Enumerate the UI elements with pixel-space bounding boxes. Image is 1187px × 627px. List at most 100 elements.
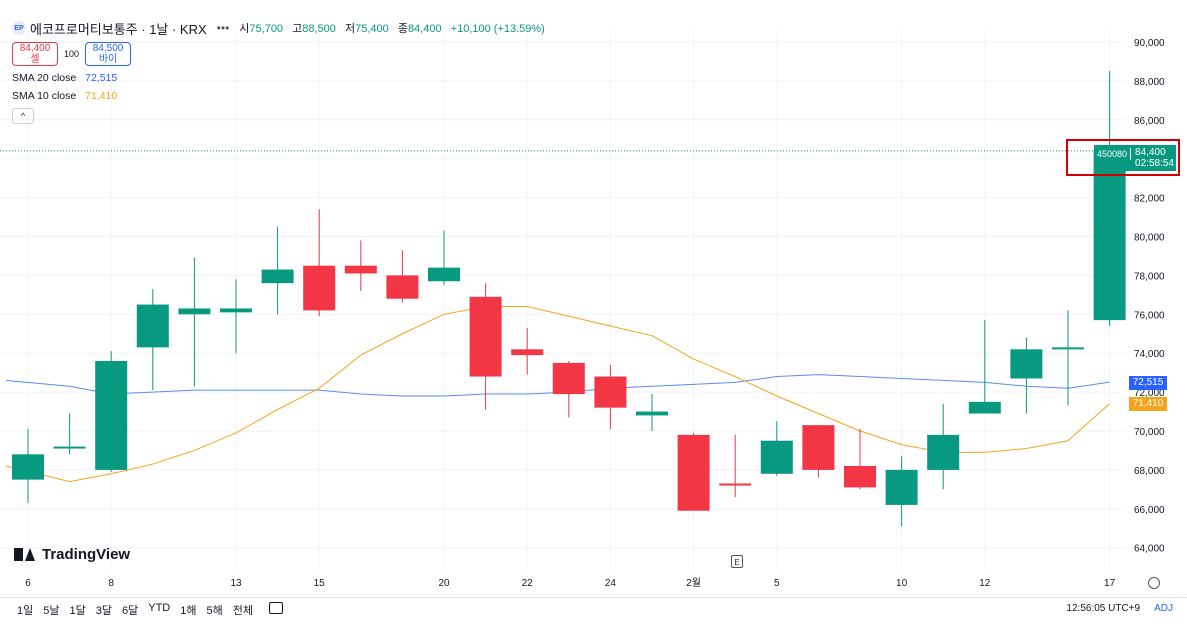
more-options-icon[interactable]: ••• [216,21,230,35]
adjust-button[interactable]: ADJ [1154,603,1173,614]
calendar-range-icon[interactable] [269,602,283,614]
close-label: 종 [397,23,408,35]
ohlc-values: 시75,700 고88,500 저75,400 종84,400 +10,100 … [239,20,551,36]
x-tick-label: 10 [896,578,908,589]
y-tick-label: 86,000 [1134,116,1165,127]
candle-body [220,308,252,313]
y-tick-label: 64,000 [1134,544,1165,555]
x-tick-label: 17 [1104,578,1116,589]
settings-gear-icon[interactable] [1148,577,1160,589]
candle-body [95,360,128,470]
highlight-annotation [1066,139,1180,176]
candle-body [303,265,336,311]
y-tick-label: 72,000 [1134,388,1165,399]
high-value: 88,500 [302,23,336,35]
bottom-toolbar: 1일 5날 1달 3달 6달 YTD 1해 5해 전체 12:56:05 UTC… [0,597,1187,622]
x-tick-label: 12 [979,578,991,589]
x-tick-label: 6 [25,578,31,589]
sma20-axis-badge: 72,515 [1129,376,1167,390]
y-tick-label: 80,000 [1134,233,1165,244]
x-tick-label: 8 [108,578,114,589]
candle-body [261,269,294,284]
x-tick-label: 22 [522,578,534,589]
candle-body [677,434,710,511]
sma10-legend[interactable]: SMA 10 close 71,410 [12,90,551,102]
price-tag-symbol: 450080 [1094,148,1132,160]
price-tag-values: 84,400 02:58:54 [1131,147,1174,171]
sma10-value: 71,410 [85,90,118,102]
candle-body [1010,349,1043,379]
candle-body [469,296,502,377]
y-tick-label: 76,000 [1134,310,1165,321]
candle-body [428,267,460,282]
candle-body [594,376,627,408]
open-label: 시 [239,23,250,35]
candle-body [719,483,752,486]
candle-body [1052,347,1084,350]
candle-body [12,454,44,480]
range-6m[interactable]: 6달 [122,605,139,617]
candle-body [386,275,419,299]
sma10-axis-badge: 71,410 [1129,397,1167,411]
tradingview-logo-icon [14,548,36,561]
buy-price: 84,500 [92,43,124,54]
range-selector: 1일 5날 1달 3달 6달 YTD 1해 5해 전체 [17,602,293,618]
sma20-value: 72,515 [85,72,118,84]
candle-body [53,446,86,449]
x-tick-label: 2월 [686,577,701,589]
range-5y[interactable]: 5해 [206,605,223,617]
x-tick-label: 20 [438,578,450,589]
candle-body [344,265,377,274]
chevron-up-icon[interactable]: ^ [12,108,34,124]
range-1d[interactable]: 1일 [17,605,34,617]
low-label: 저 [344,23,356,35]
open-value: 75,700 [249,23,284,35]
range-all[interactable]: 전체 [232,605,253,617]
earnings-event-marker[interactable]: E [731,555,743,568]
symbol-title[interactable]: 에코프로머티보통주 · 1날 · KRX [30,21,207,37]
sma10-label: SMA 10 close [12,90,77,102]
sell-label: 셀 [30,54,40,65]
price-tag-countdown: 02:58:54 [1135,158,1174,169]
range-1m[interactable]: 1달 [69,605,86,617]
sell-price: 84,400 [19,43,51,54]
range-ytd[interactable]: YTD [148,602,171,614]
candle-body [178,308,211,315]
y-tick-label: 74,000 [1134,349,1165,360]
current-price-tag: 450080 84,400 02:58:54 [1094,145,1176,171]
toolbar-right: 12:56:05 UTC+9 ADJ [1066,603,1173,614]
candle-body [760,440,793,474]
x-tick-label: 15 [314,578,326,589]
buy-button[interactable]: 84,500 바이 [85,42,132,66]
trade-panel: 84,400 셀 100 84,500 바이 [12,42,551,66]
candle-body [927,434,960,470]
y-tick-label: 78,000 [1134,271,1165,282]
candle-body [885,469,918,505]
quantity-value[interactable]: 100 [64,49,80,59]
x-tick-label: 5 [774,578,780,589]
change-value: +10,100 (+13.59%) [450,23,545,35]
candle-body [136,304,169,348]
candle-body [844,466,876,488]
y-tick-label: 66,000 [1134,505,1165,516]
sell-button[interactable]: 84,400 셀 [12,42,58,66]
range-5d[interactable]: 5날 [43,605,60,617]
y-tick-label: 70,000 [1134,427,1165,438]
timezone-clock[interactable]: 12:56:05 UTC+9 [1066,603,1141,614]
candle-body [636,411,668,416]
sma20-legend[interactable]: SMA 20 close 72,515 [12,72,551,84]
tradingview-logo: TradingView [14,546,130,563]
legend: EP 에코프로머티보통주 · 1날 · KRX ••• 시75,700 고88,… [12,18,551,124]
x-tick-label: 24 [605,578,617,589]
buy-label: 바이 [98,54,118,65]
y-tick-label: 68,000 [1134,466,1165,477]
candle-body [1093,150,1126,321]
y-tick-label: 88,000 [1134,77,1165,88]
range-1y[interactable]: 1해 [180,605,197,617]
close-value: 84,400 [407,23,442,35]
price-tag-price: 84,400 [1135,147,1166,158]
candle-body [802,425,835,470]
y-tick-label: 82,000 [1134,194,1165,205]
range-3m[interactable]: 3달 [95,605,112,617]
